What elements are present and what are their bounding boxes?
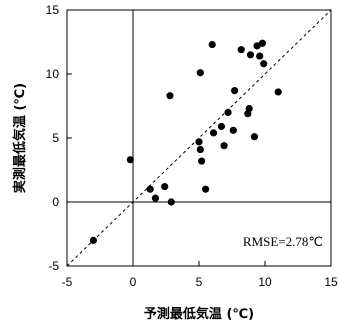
tick-marks <box>66 9 332 267</box>
one-to-one-line <box>66 9 332 267</box>
x-tick-label: 0 <box>130 275 137 289</box>
data-points <box>89 39 282 244</box>
rmse-annotation: RMSE=2.78℃ <box>243 234 323 249</box>
x-axis-title: 予測最低気温 (℃) <box>144 306 254 322</box>
data-point <box>167 198 175 206</box>
data-point <box>260 60 268 68</box>
data-point <box>146 185 154 193</box>
data-point <box>246 51 255 59</box>
y-tick-label: 15 <box>46 3 60 17</box>
x-tick-label: 5 <box>196 275 203 289</box>
data-point <box>89 236 97 244</box>
reference-line-layer <box>66 9 332 267</box>
x-tick-label: -5 <box>62 275 73 289</box>
data-point <box>250 133 259 141</box>
data-point <box>229 126 237 134</box>
data-point <box>258 39 266 47</box>
data-point <box>245 104 253 113</box>
data-point <box>224 108 232 116</box>
data-point <box>151 194 160 202</box>
y-tick-label: -5 <box>48 259 59 273</box>
data-point <box>220 142 228 150</box>
data-point <box>195 138 203 146</box>
data-point <box>231 87 239 95</box>
data-point <box>196 145 204 154</box>
data-point <box>196 69 204 77</box>
y-tick-label: 10 <box>46 67 60 81</box>
data-point <box>274 88 282 96</box>
y-tick-label: 0 <box>52 195 59 209</box>
x-tick-label: 15 <box>324 275 338 289</box>
y-axis-title: 実測最低気温 (℃) <box>12 83 28 193</box>
data-point <box>161 183 169 191</box>
data-point <box>126 156 134 164</box>
tick-labels: -5 0 5 10 15 -5 0 5 10 15 <box>46 3 338 289</box>
data-point <box>237 46 245 54</box>
data-point <box>256 52 264 60</box>
data-point <box>209 129 218 137</box>
data-point <box>217 122 226 131</box>
y-tick-label: 5 <box>52 131 59 145</box>
data-point <box>202 185 210 193</box>
data-point <box>198 157 206 165</box>
x-tick-label: 10 <box>258 275 272 289</box>
data-point <box>166 92 174 100</box>
data-point <box>208 40 216 49</box>
